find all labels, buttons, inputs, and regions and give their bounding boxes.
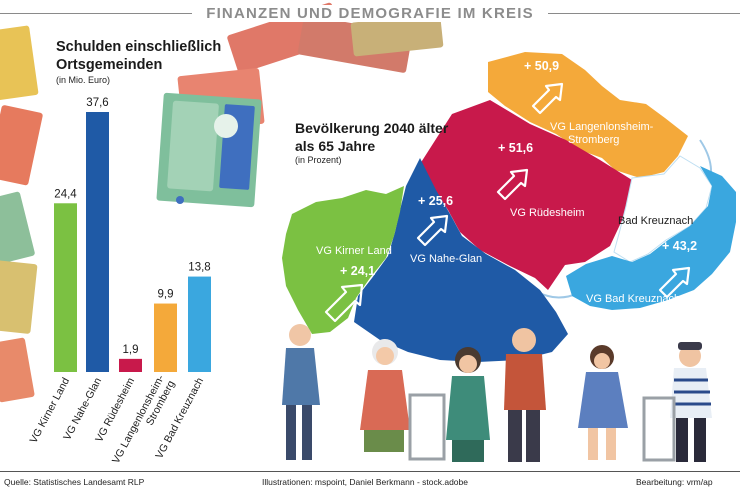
footer: Quelle: Statistisches Landesamt RLP Illu… <box>0 471 740 493</box>
region-name-label: VG Bad Kreuznach <box>586 293 680 305</box>
arrow-up-icon <box>658 266 691 299</box>
bar-value-label: 9,9 <box>158 289 174 301</box>
region-langenlonsheim-stromberg <box>488 52 688 178</box>
title-bar: FINANZEN UND DEMOGRAFIE IM KREIS <box>0 0 740 26</box>
footer-source: Quelle: Statistisches Landesamt RLP <box>4 477 145 487</box>
population-map-subtitle: (in Prozent) <box>295 155 342 165</box>
arrow-up-icon <box>324 283 364 323</box>
money-illustration <box>0 2 444 403</box>
region-name-label: VG Langenlonsheim-Stromberg <box>550 121 654 146</box>
region-name-label: VG Rüdesheim <box>510 207 585 219</box>
bar-value-label: 1,9 <box>123 344 139 356</box>
arrow-up-icon <box>496 168 529 201</box>
bar-3 <box>119 358 142 372</box>
bar-value-label: 13,8 <box>188 262 210 274</box>
map-arrows <box>324 82 691 323</box>
region-value-label: + 43,2 <box>662 239 697 253</box>
region-nahe-glan <box>354 158 568 362</box>
footer-credit: Bearbeitung: vrm/ap <box>636 477 713 487</box>
bar-value-label: 24,4 <box>54 188 77 200</box>
map-regions <box>282 52 736 362</box>
page-title: FINANZEN UND DEMOGRAFIE IM KREIS <box>192 4 548 22</box>
footer-illustrations: Illustrationen: mspoint, Daniel Berkmann… <box>262 477 468 487</box>
region-name-label: VG Nahe-Glan <box>410 253 482 265</box>
seniors-illustration <box>282 324 712 462</box>
region-kirner-land <box>282 186 404 334</box>
region-value-label: + 25,6 <box>418 194 453 208</box>
population-map-title: Bevölkerung 2040 älter als 65 Jahre <box>295 120 449 154</box>
arrow-up-icon <box>531 82 564 115</box>
debt-chart-title: Schulden einschließlich Ortsgemeinden <box>56 39 222 73</box>
region-value-label: + 24,1 <box>340 264 375 278</box>
bar-2 <box>86 112 109 372</box>
bar-1 <box>54 203 77 372</box>
bar-value-label: 37,6 <box>86 97 108 109</box>
region-name-label: Bad Kreuznach <box>618 215 693 227</box>
region-vg-bad-kreuznach <box>566 166 736 310</box>
region-bad-kreuznach-city <box>613 155 713 263</box>
region-ruedesheim <box>420 100 632 290</box>
debt-chart-subtitle: (in Mio. Euro) <box>56 75 111 85</box>
bar-4 <box>154 303 177 372</box>
bar-5 <box>188 276 211 372</box>
region-name-label: VG Kirner Land <box>316 245 392 257</box>
arrow-up-icon <box>416 214 449 247</box>
region-value-label: + 51,6 <box>498 141 533 155</box>
region-value-label: + 50,9 <box>524 59 559 73</box>
